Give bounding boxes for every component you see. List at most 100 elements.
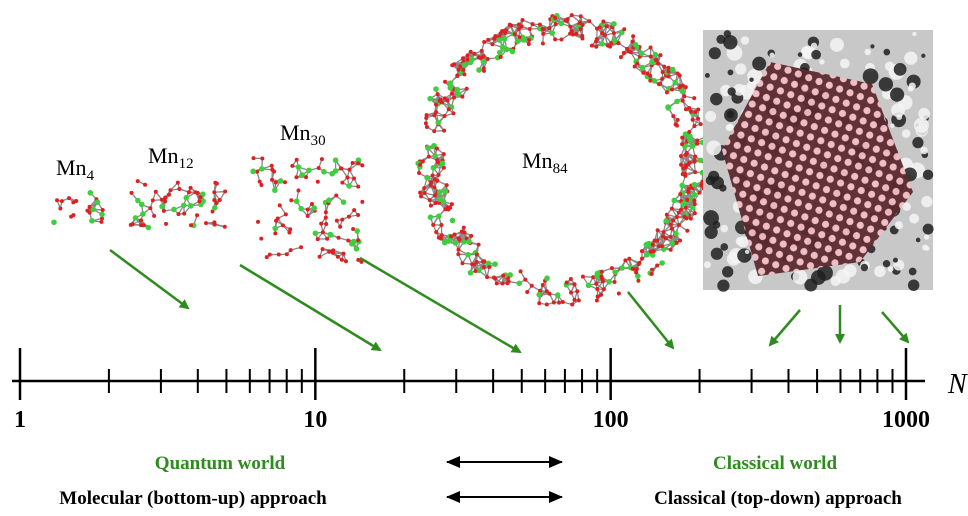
atom [436,161,440,165]
atom [99,220,103,224]
atom [424,121,428,125]
atom [340,166,344,170]
atom [631,34,635,38]
atom [443,189,449,195]
atom [685,198,689,202]
atom [139,202,145,208]
atom [660,77,664,81]
atom [440,161,446,167]
grain [716,35,725,44]
atom [462,226,466,230]
arrow [110,250,188,308]
molecule-label: Mn30 [280,120,326,149]
atom [333,157,339,163]
atom [338,225,342,229]
atom [101,208,105,212]
atom [278,203,282,207]
atom [569,277,573,281]
atom [290,164,294,168]
atom [437,173,441,177]
atom [612,269,618,275]
atom [679,163,683,167]
grain [916,238,921,243]
atom [619,55,623,59]
atom [476,67,482,73]
atom [433,86,439,92]
grain [921,196,932,207]
atom [272,187,278,193]
atom [347,215,351,219]
atom [346,239,350,243]
atom [340,181,344,185]
atom [434,230,438,234]
grain [894,63,907,76]
atom [486,57,490,61]
atom [495,281,499,285]
atom [181,203,187,209]
atom [515,38,521,44]
atom [693,170,697,174]
atom [605,24,609,28]
atom [212,205,218,211]
atom [649,46,653,50]
atom [637,262,641,266]
atom [319,222,323,226]
atom [646,241,652,247]
atom [559,38,563,42]
atom [517,22,521,26]
atom [687,133,693,139]
atom [673,231,679,237]
atom [452,111,456,115]
atom [60,199,64,203]
atom [688,160,692,164]
atom [133,215,139,221]
atom [691,118,695,122]
atom [665,104,671,110]
atom [670,87,674,91]
atom [194,190,198,194]
atom [223,190,227,194]
atom [283,180,287,184]
atom [466,239,472,245]
atom [570,29,574,33]
atom [669,241,675,247]
atom [682,94,686,98]
grain [921,54,925,58]
atom [176,181,180,185]
atom [687,130,691,134]
atom [465,87,469,91]
grain [863,68,879,84]
atom [681,166,685,170]
atom [693,158,697,162]
atom [665,90,669,94]
atom [541,42,545,46]
atom [87,190,93,196]
atom [212,198,216,202]
atom [435,120,441,126]
atom [595,37,599,41]
atom [635,62,639,66]
atom [519,269,523,273]
atom [600,31,604,35]
atom [55,198,59,202]
atom [182,212,186,216]
atom [472,52,476,56]
atom [485,275,489,279]
atom [475,253,479,257]
atom [458,238,462,242]
atom [678,192,682,196]
atom [449,234,453,238]
grain [909,82,916,89]
atom [555,292,561,298]
grain [909,214,919,224]
atom [492,261,498,267]
grain [904,52,917,65]
tick-label: 10 [303,407,327,433]
atom [653,239,657,243]
atom [692,182,698,188]
atom [649,55,653,59]
atom [442,166,446,170]
atom [599,41,605,47]
grain [705,73,710,78]
atom [450,92,454,96]
